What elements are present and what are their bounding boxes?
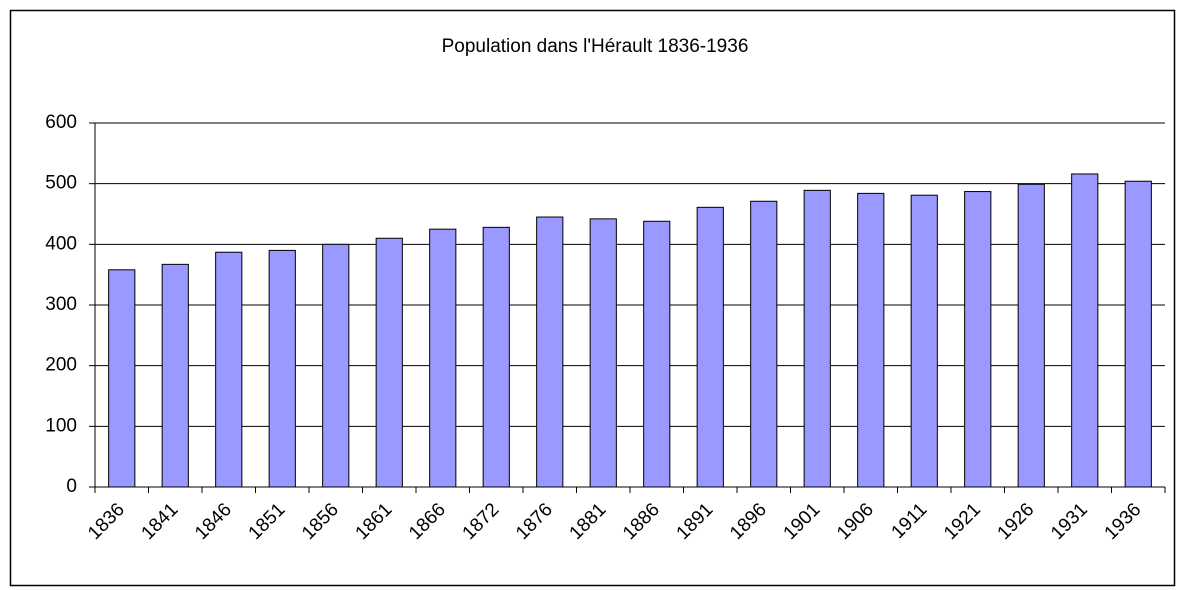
bar	[375, 237, 403, 488]
bar	[536, 216, 564, 488]
bar	[1017, 183, 1045, 488]
bar	[1124, 180, 1152, 488]
bar	[750, 200, 778, 488]
bar	[108, 269, 136, 488]
bar	[429, 228, 457, 488]
y-tick-label: 200	[45, 355, 77, 376]
bar	[161, 263, 189, 488]
chart-title: Population dans l'Hérault 1836-1936	[442, 36, 749, 57]
y-tick-label: 300	[45, 294, 77, 315]
bar	[482, 226, 510, 488]
y-tick-label: 0	[66, 476, 77, 497]
bar	[910, 194, 938, 488]
y-tick-label: 100	[45, 415, 77, 436]
bar	[589, 218, 617, 488]
bar	[268, 249, 296, 488]
y-tick-label: 600	[45, 112, 77, 133]
bar	[322, 243, 350, 488]
bar	[964, 191, 992, 488]
bar	[696, 206, 724, 488]
y-tick-label: 500	[45, 173, 77, 194]
bar	[803, 189, 831, 488]
bar	[643, 220, 671, 488]
bar	[215, 251, 243, 488]
bar	[857, 192, 885, 488]
bar	[1071, 173, 1099, 488]
y-tick-label: 400	[45, 233, 77, 254]
